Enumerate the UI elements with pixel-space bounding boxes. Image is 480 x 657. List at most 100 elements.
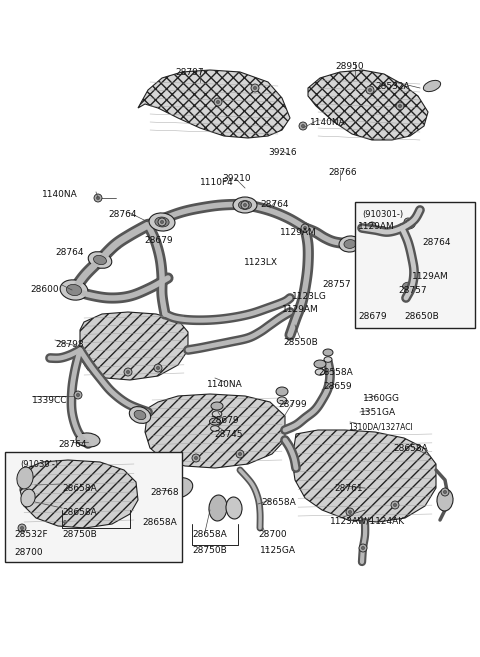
Text: 28766: 28766 [328,168,357,177]
Text: 28700: 28700 [258,530,287,539]
Ellipse shape [400,217,420,233]
Text: 1339CC: 1339CC [32,396,68,405]
Ellipse shape [94,256,107,265]
Text: 28950: 28950 [335,62,364,71]
Circle shape [243,204,247,206]
Ellipse shape [155,217,169,227]
Circle shape [368,222,376,230]
Circle shape [192,454,200,462]
Ellipse shape [226,497,242,519]
Text: 28761: 28761 [334,484,362,493]
Ellipse shape [405,221,415,229]
Text: 28679: 28679 [358,312,386,321]
Ellipse shape [66,284,82,296]
Ellipse shape [60,280,88,300]
Polygon shape [80,312,188,380]
Polygon shape [145,394,285,468]
Ellipse shape [394,246,402,252]
Circle shape [369,89,372,91]
Text: 28750B: 28750B [192,546,227,555]
Ellipse shape [154,489,176,507]
Circle shape [299,122,307,130]
Ellipse shape [134,411,146,420]
Ellipse shape [403,282,413,290]
Text: 39210: 39210 [222,174,251,183]
Circle shape [20,526,24,530]
Bar [5,452,182,562]
Circle shape [391,501,399,509]
Text: 28650B: 28650B [404,312,439,321]
Ellipse shape [323,349,333,356]
Circle shape [371,225,373,227]
Text: 1125GA: 1125GA [260,546,296,555]
Text: 1140NA: 1140NA [42,190,78,199]
Text: 1310DA/1327ACl: 1310DA/1327ACl [348,422,413,431]
Circle shape [96,196,100,200]
Ellipse shape [398,279,418,293]
Ellipse shape [76,433,100,447]
Text: 28658A: 28658A [192,530,227,539]
Circle shape [253,87,257,89]
Ellipse shape [21,489,35,507]
Circle shape [154,364,162,372]
Text: 1123LX: 1123LX [244,258,278,267]
Text: 28768: 28768 [150,488,179,497]
Text: 28764: 28764 [55,248,84,257]
Circle shape [124,368,132,376]
Circle shape [394,503,396,507]
Circle shape [398,104,402,108]
Text: 28658A: 28658A [393,444,428,453]
Circle shape [216,101,219,104]
Circle shape [160,220,164,223]
Text: 28757: 28757 [398,286,427,295]
Text: 1360GG: 1360GG [363,394,400,403]
Circle shape [61,518,69,526]
Circle shape [94,194,102,202]
Bar [355,202,475,328]
Text: 1351GA: 1351GA [360,408,396,417]
Text: 28798: 28798 [55,340,84,349]
Ellipse shape [359,220,381,236]
Text: 28532A: 28532A [375,82,409,91]
Ellipse shape [211,402,223,410]
Circle shape [366,86,374,94]
Text: 28600: 28600 [30,285,59,294]
Ellipse shape [233,197,257,213]
Circle shape [241,201,249,209]
Ellipse shape [437,489,453,511]
Ellipse shape [129,407,151,423]
Circle shape [301,124,305,127]
Circle shape [158,218,166,226]
Circle shape [301,224,309,232]
Circle shape [404,218,412,226]
Circle shape [126,371,130,374]
Polygon shape [308,70,428,140]
Text: 28745: 28745 [214,430,242,439]
Text: 1129AM: 1129AM [412,272,449,281]
Ellipse shape [277,397,287,404]
Circle shape [303,227,307,229]
Circle shape [74,391,82,399]
Circle shape [396,102,404,110]
Ellipse shape [212,411,222,417]
Text: (91030'-): (91030'-) [20,460,58,469]
Circle shape [441,488,449,496]
Text: (910301-): (910301-) [362,210,403,219]
Text: 1110F4: 1110F4 [200,178,234,187]
Circle shape [239,453,241,455]
Ellipse shape [209,418,220,425]
Ellipse shape [149,213,175,231]
Ellipse shape [239,200,252,210]
Text: 1140NA: 1140NA [310,118,346,127]
Ellipse shape [344,240,356,248]
Text: 28679: 28679 [144,236,173,245]
Circle shape [156,367,159,370]
Text: 28757: 28757 [322,280,350,289]
Ellipse shape [88,252,112,268]
Text: 28658A: 28658A [62,484,97,493]
Ellipse shape [339,236,361,252]
Polygon shape [138,70,290,138]
Circle shape [214,98,222,106]
Ellipse shape [163,478,192,499]
Text: 28532F: 28532F [14,530,48,539]
